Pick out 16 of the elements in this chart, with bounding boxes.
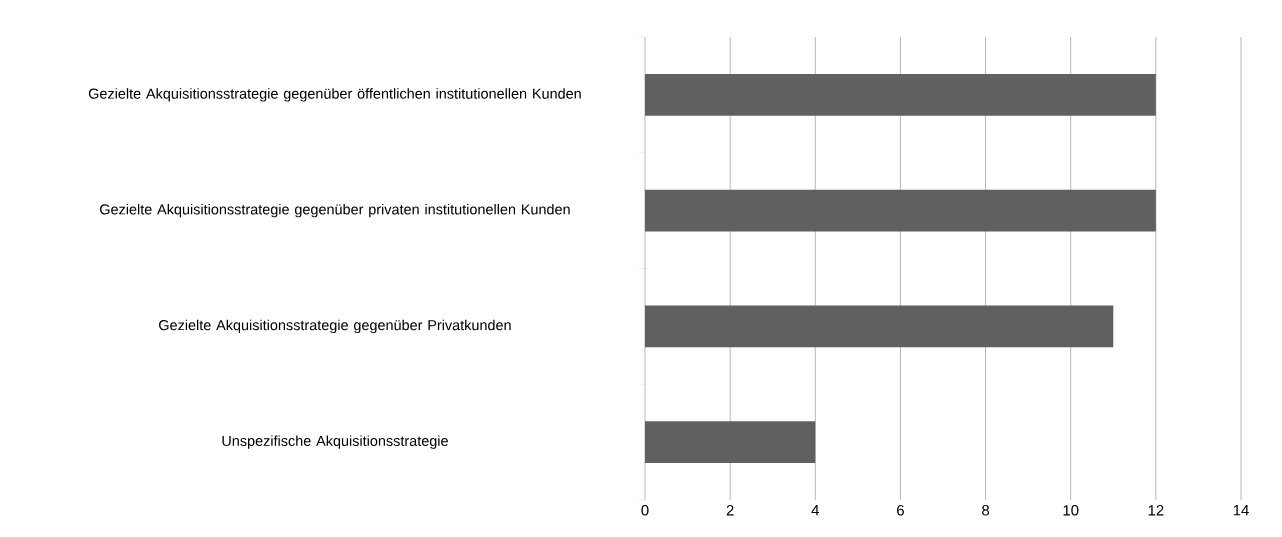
bar — [645, 421, 816, 463]
y-tick-label: Gezielte Akquisitionsstrategie gegenüber öffentlichen institutionellen Kunden — [88, 88, 581, 102]
x-tick-label: 10 — [1063, 505, 1079, 516]
y-tick-label: Unspezifische Akquisitionsstrategie — [222, 435, 448, 449]
y-tick-label: Gezielte Akquisitionsstrategie gegenüber privaten institutionellen Kunden — [100, 203, 570, 218]
y-tick-label: Gezielte Akquisitionsstrategie gegenüber Privatkunden — [159, 319, 511, 334]
bar — [645, 305, 1114, 348]
bar — [645, 74, 1156, 116]
x-tick-label: 6 — [897, 505, 904, 516]
x-tick-label: 0 — [641, 505, 649, 516]
x-tick-label: 4 — [811, 505, 820, 516]
x-tick-label: 8 — [982, 505, 990, 516]
x-tick-label: 14 — [1233, 505, 1249, 516]
x-tick-label: 12 — [1148, 505, 1164, 516]
x-tick-label: 2 — [726, 505, 734, 516]
bar — [645, 189, 1156, 232]
